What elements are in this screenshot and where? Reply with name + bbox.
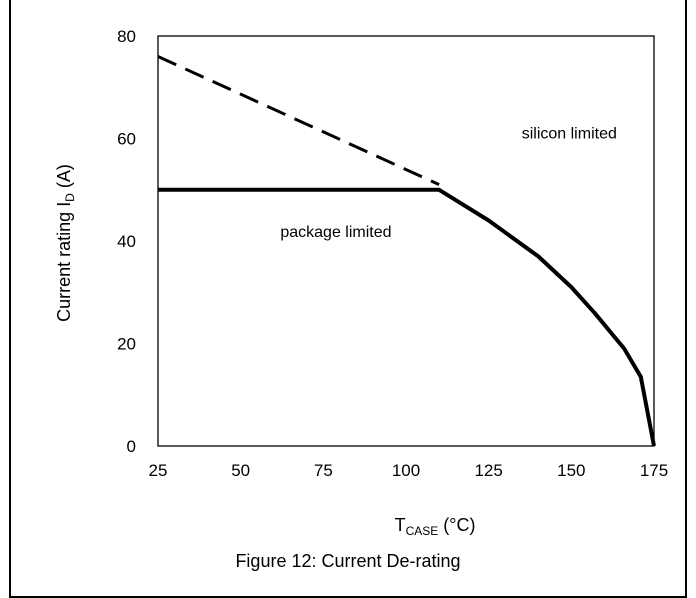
- y-tick-label: 80: [117, 27, 136, 46]
- series-lines: [157, 55, 656, 447]
- plot-axes: [157, 35, 655, 447]
- y-tick-label: 40: [117, 232, 136, 251]
- x-tick-label: 150: [557, 461, 585, 480]
- y-tick-label: 60: [117, 130, 136, 149]
- package-limited-derating-line: [158, 187, 656, 447]
- x-tick-label: 100: [392, 461, 420, 480]
- annotation-label: package limited: [280, 224, 391, 241]
- y-tick-label: 0: [127, 437, 136, 456]
- y-tick-label: 20: [117, 335, 136, 354]
- x-tick-label: 125: [474, 461, 502, 480]
- x-axis-title: TCASE (°C): [395, 515, 476, 538]
- silicon-limited-line: [157, 55, 440, 186]
- tick-labels: 25 50 75 100 125 150 175 0 20 40 60 80: [117, 27, 668, 480]
- x-tick-label: 75: [314, 461, 333, 480]
- annotations: silicon limited package limited: [280, 126, 617, 241]
- annotation-label: silicon limited: [522, 126, 617, 143]
- plot-area-border: [157, 35, 655, 447]
- current-derating-chart: 25 50 75 100 125 150 175 0 20 40 60 80 silicon limi…: [54, 27, 668, 538]
- x-tick-label: 25: [149, 461, 168, 480]
- y-axis-title: Current rating ID (A): [54, 164, 77, 322]
- x-tick-label: 50: [231, 461, 250, 480]
- x-tick-label: 175: [640, 461, 668, 480]
- figure-caption: Figure 12: Current De-rating: [235, 551, 461, 571]
